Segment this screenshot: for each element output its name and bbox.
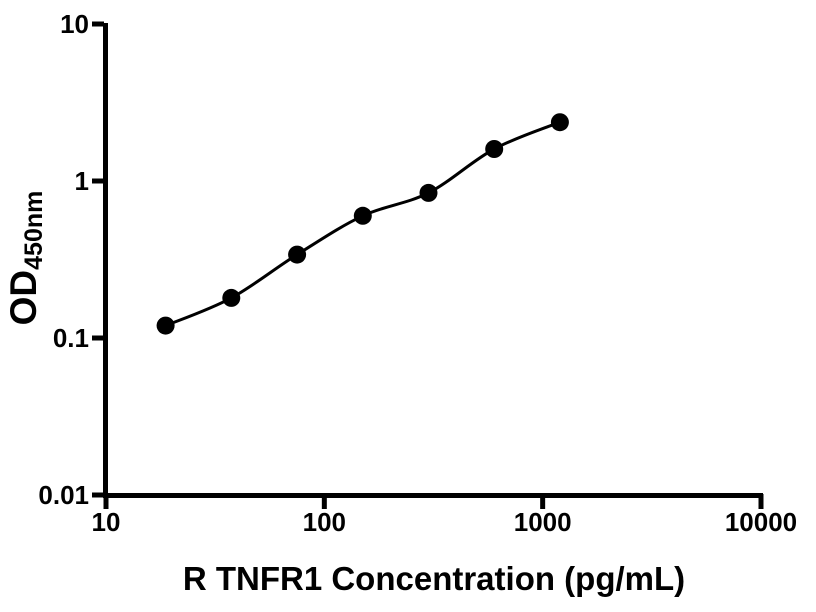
y-tick-label: 0.01	[38, 480, 89, 510]
x-tick-label: 10000	[725, 507, 797, 537]
y-tick-label: 1	[75, 166, 89, 196]
x-tick-label: 10	[92, 507, 121, 537]
y-axis-label: OD450nm	[3, 191, 48, 326]
y-axis-label-main: OD	[3, 270, 44, 326]
data-point	[156, 316, 175, 335]
data-point	[419, 183, 438, 202]
data-point	[485, 140, 504, 158]
data-point	[288, 245, 307, 264]
data-point	[353, 206, 372, 225]
data-point	[550, 113, 569, 132]
x-tick-label: 1000	[514, 507, 572, 537]
y-tick-label: 0.1	[53, 323, 89, 353]
y-axis-label-subscript: 450nm	[20, 191, 48, 270]
x-tick-label: 100	[303, 507, 346, 537]
x-axis-label: R TNFR1 Concentration (pg/mL)	[183, 560, 685, 597]
y-tick-label: 10	[60, 9, 89, 39]
data-point	[222, 288, 241, 307]
